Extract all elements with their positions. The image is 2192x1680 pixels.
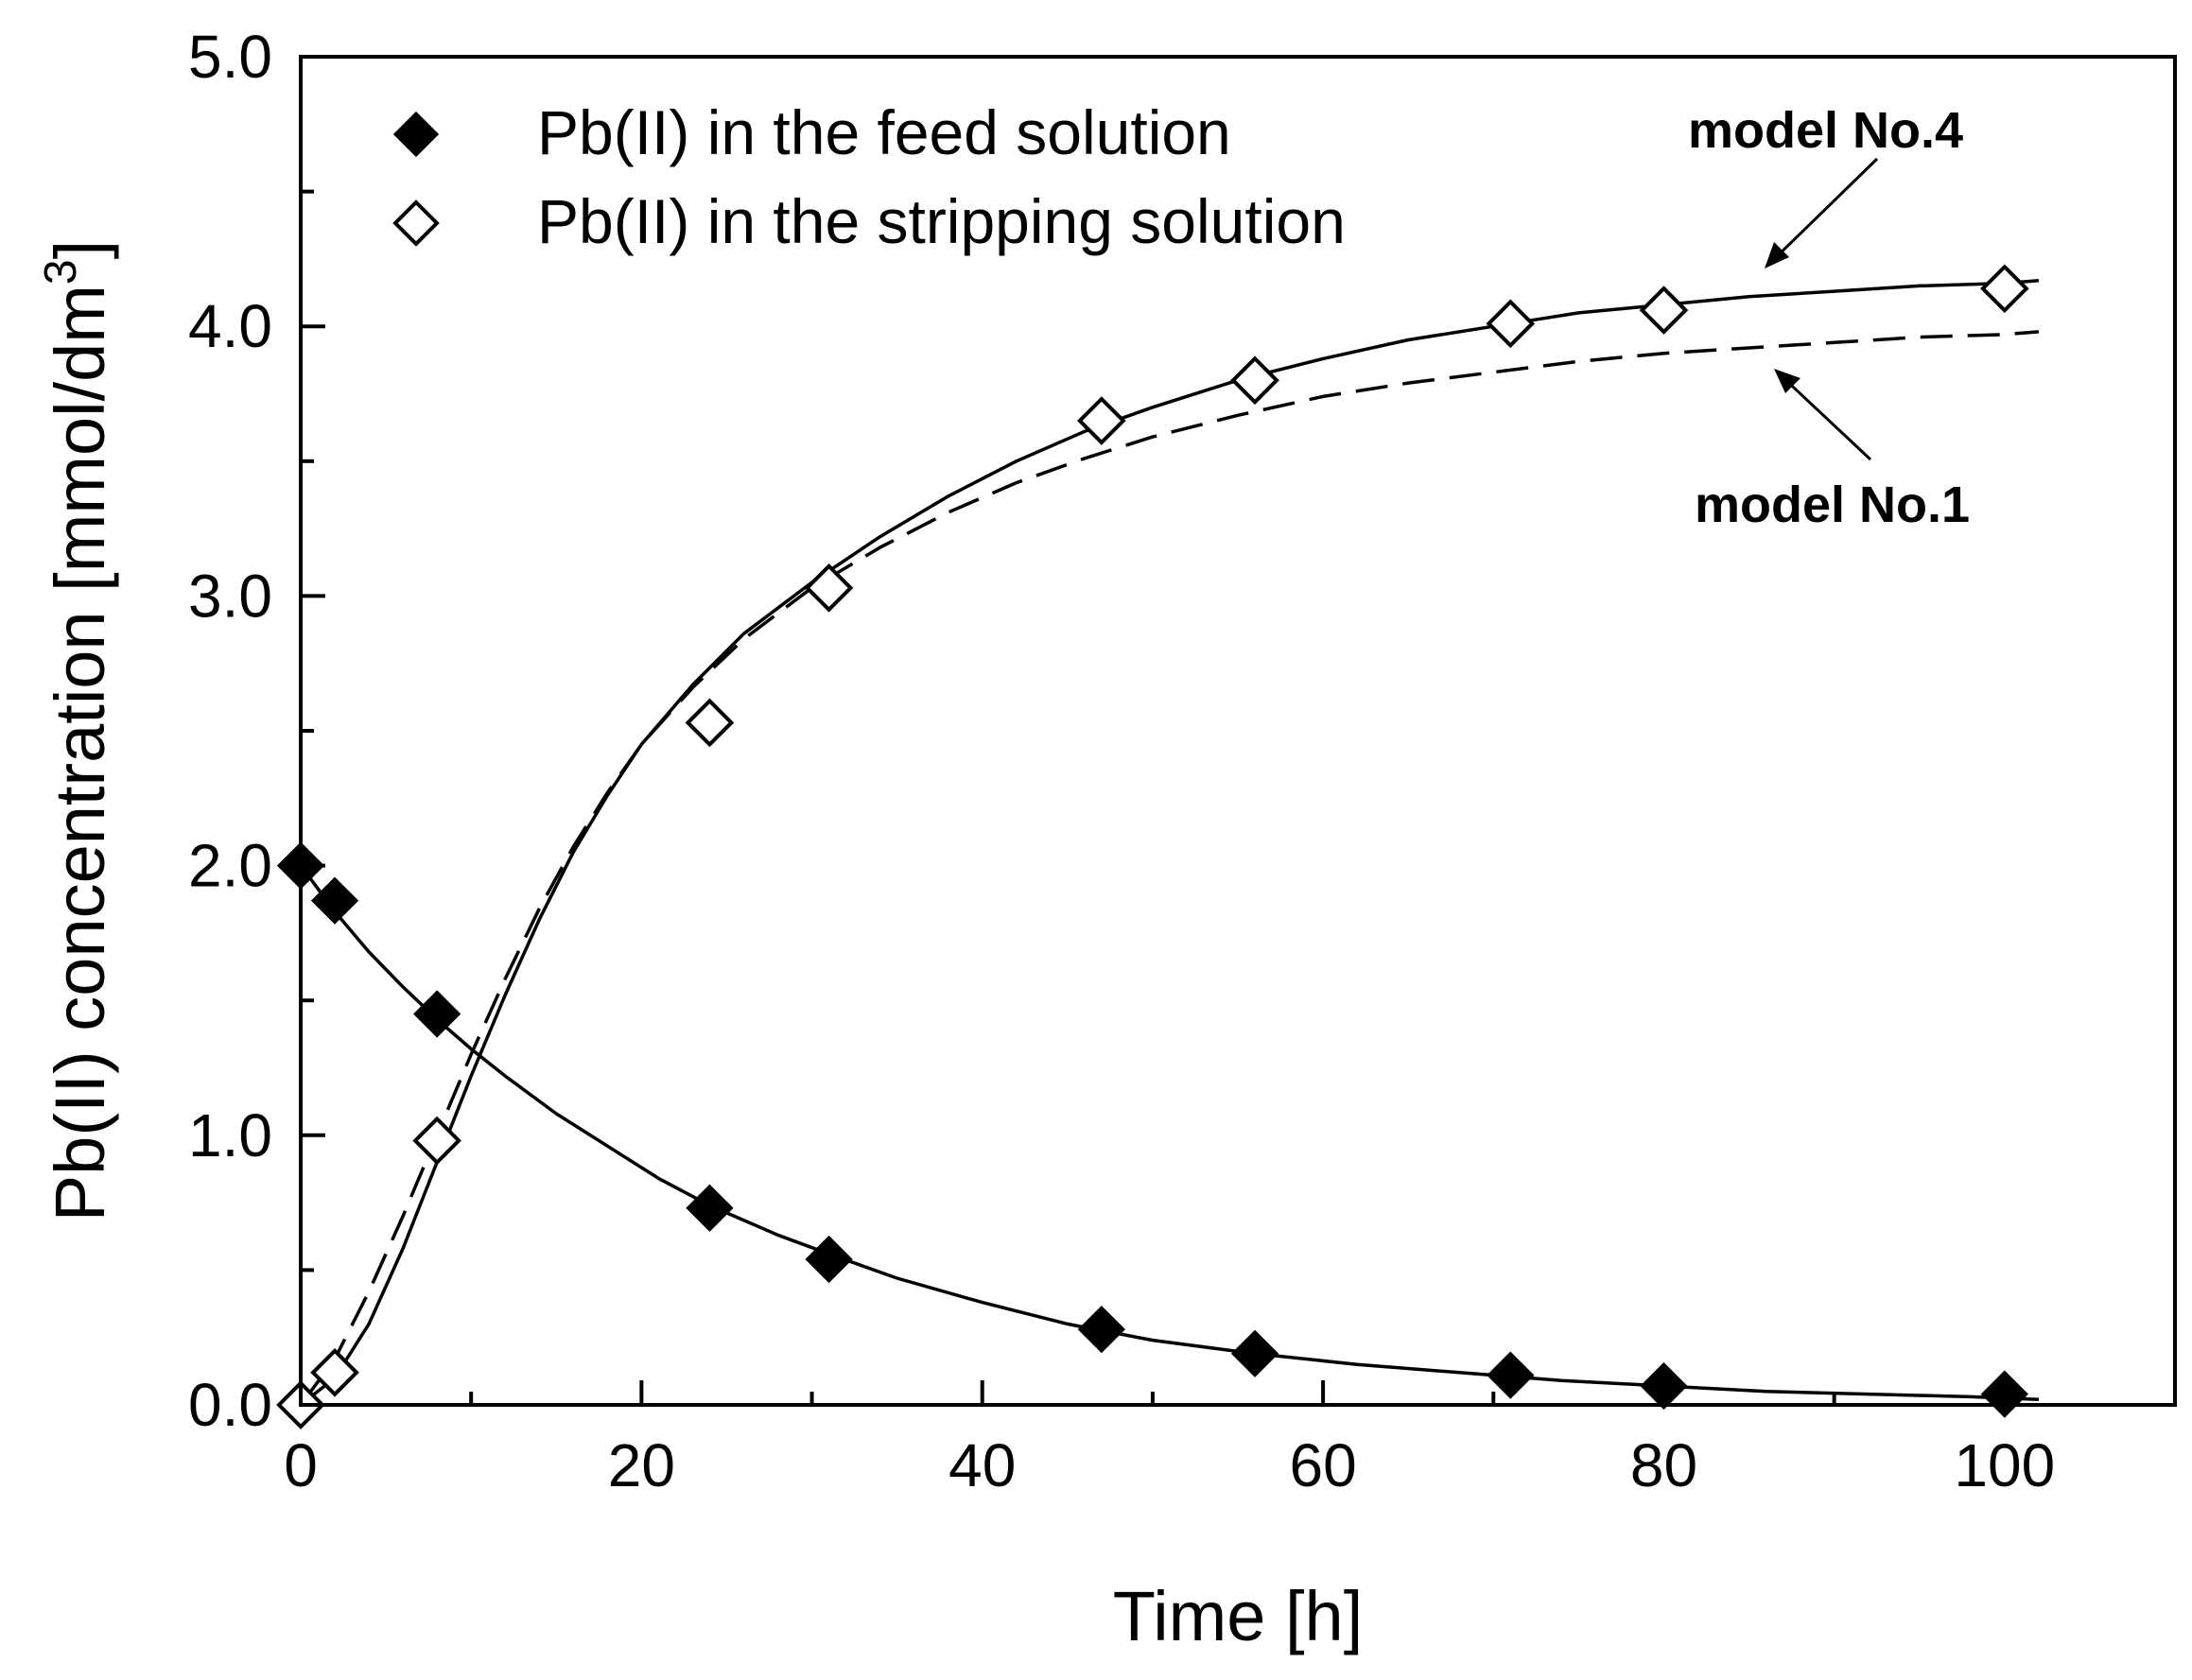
marker-feed-2 (413, 990, 461, 1038)
marker-feed-4 (805, 1235, 853, 1284)
marker-feed-6 (1230, 1329, 1279, 1377)
annotation-model-4-arrow (1766, 157, 1879, 267)
legend-label-feed: Pb(II) in the feed solution (537, 97, 1231, 167)
x-tick-label-5: 100 (1954, 1431, 2055, 1499)
x-tick-label-4: 80 (1630, 1431, 1697, 1499)
y-tick-label-0: 0.0 (188, 1371, 272, 1439)
curve-model-no-1 (299, 330, 2040, 1407)
annotation-model-4-label: model No.4 (1688, 102, 1963, 159)
tick-labels: 0 20 40 60 80 100 0.0 1.0 2.0 3.0 4.0 5.0 (188, 23, 2055, 1499)
y-tick-label-1: 1.0 (188, 1101, 272, 1169)
marker-feed-1 (310, 876, 359, 925)
x-tick-label-0: 0 (284, 1431, 318, 1499)
y-axis-title-main: Pb(II) concentration [mmol/dm (41, 285, 119, 1221)
legend-marker-stripping (392, 199, 440, 247)
marker-feed-3 (686, 1184, 734, 1232)
axis-ticks (299, 55, 2007, 1407)
marker-stripping-9 (1979, 264, 2029, 314)
x-tick-label-1: 20 (608, 1431, 675, 1499)
marker-feed-5 (1077, 1306, 1125, 1354)
marker-stripping-2 (412, 1116, 461, 1166)
marker-stripping-5 (1077, 396, 1126, 445)
y-tick-label-5: 5.0 (188, 23, 272, 91)
marker-stripping-7 (1486, 299, 1536, 349)
marker-stripping-6 (1230, 355, 1279, 406)
annotation-model-4: model No.4 (1688, 102, 1963, 268)
x-tick-label-2: 40 (948, 1431, 1016, 1499)
marker-feed-7 (1487, 1351, 1535, 1399)
y-tick-label-4: 4.0 (188, 292, 272, 360)
annotation-model-1-arrow (1778, 372, 1872, 461)
annotation-model-1-label: model No.1 (1695, 476, 1970, 533)
annotation-model-1: model No.1 (1695, 369, 1970, 533)
annotation-model-4-arrowhead (1765, 242, 1789, 268)
y-axis-title-close: ] (41, 240, 119, 260)
x-axis-title: Time [h] (1113, 1577, 1364, 1655)
marker-stripping-1 (310, 1347, 359, 1397)
y-tick-label-2: 2.0 (188, 832, 272, 900)
y-tick-label-3: 3.0 (188, 562, 272, 630)
legend-marker-feed (392, 111, 440, 158)
legend: Pb(II) in the feed solution Pb(II) in th… (392, 97, 1346, 256)
annotation-model-1-arrowhead (1774, 369, 1801, 393)
legend-label-stripping: Pb(II) in the stripping solution (537, 186, 1346, 256)
y-axis-title-superscript: 3 (36, 259, 86, 285)
marker-stripping-8 (1639, 286, 1689, 335)
marker-stripping-3 (685, 698, 735, 748)
y-axis-title: Pb(II) concentration [mmol/dm3] (36, 240, 119, 1221)
x-tick-label-3: 60 (1289, 1431, 1356, 1499)
marker-stripping-4 (804, 563, 854, 613)
